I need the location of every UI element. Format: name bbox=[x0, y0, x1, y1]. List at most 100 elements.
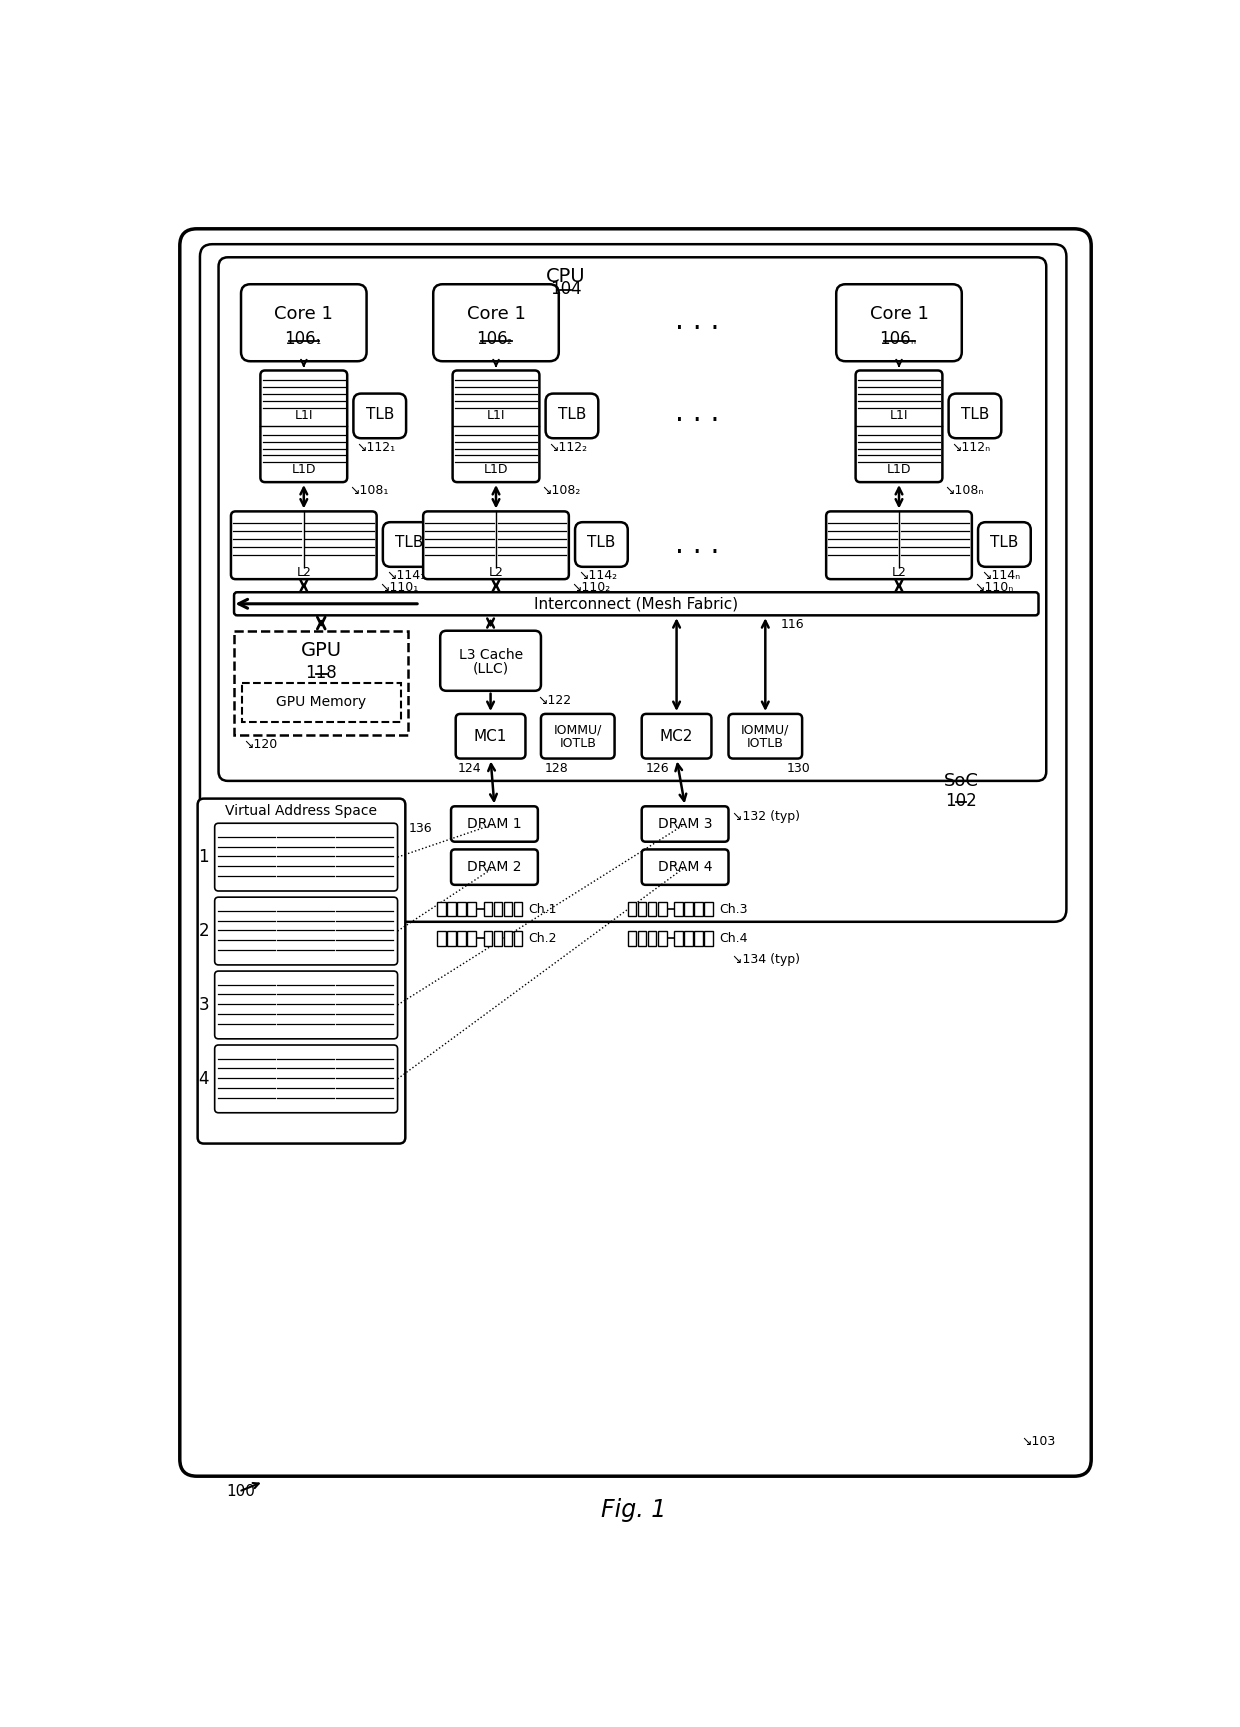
Bar bbox=[242, 684, 401, 722]
Text: ↘114ₙ: ↘114ₙ bbox=[981, 570, 1021, 582]
FancyBboxPatch shape bbox=[546, 394, 598, 439]
Bar bbox=[503, 901, 512, 917]
Text: L1D: L1D bbox=[887, 463, 911, 477]
Text: ₂: ₂ bbox=[507, 335, 512, 347]
FancyBboxPatch shape bbox=[423, 511, 569, 579]
Text: DRAM 4: DRAM 4 bbox=[658, 860, 712, 874]
Text: Ch.2: Ch.2 bbox=[528, 933, 557, 945]
Text: SoC: SoC bbox=[944, 772, 978, 789]
Text: IOTLB: IOTLB bbox=[559, 737, 596, 750]
Text: 128: 128 bbox=[544, 762, 569, 775]
Bar bbox=[637, 901, 646, 917]
FancyBboxPatch shape bbox=[451, 850, 538, 884]
Bar bbox=[637, 931, 646, 946]
Text: ↘112₁: ↘112₁ bbox=[357, 440, 396, 454]
FancyBboxPatch shape bbox=[575, 522, 627, 566]
Text: ↘110₂: ↘110₂ bbox=[572, 582, 610, 594]
Bar bbox=[694, 901, 703, 917]
Text: Ch.4: Ch.4 bbox=[719, 933, 748, 945]
Bar bbox=[694, 931, 703, 946]
FancyBboxPatch shape bbox=[836, 285, 962, 361]
Text: 4: 4 bbox=[198, 1071, 210, 1088]
Bar bbox=[513, 931, 522, 946]
Text: DRAM 2: DRAM 2 bbox=[467, 860, 522, 874]
Bar bbox=[458, 931, 466, 946]
Text: ↘120: ↘120 bbox=[243, 737, 278, 751]
FancyBboxPatch shape bbox=[215, 1045, 398, 1112]
Text: ₁: ₁ bbox=[315, 335, 320, 347]
Text: Core 1: Core 1 bbox=[869, 304, 929, 323]
Bar bbox=[704, 931, 713, 946]
Text: TLB: TLB bbox=[558, 408, 587, 421]
Text: Ch.1: Ch.1 bbox=[528, 903, 557, 915]
Bar bbox=[513, 901, 522, 917]
Text: 106: 106 bbox=[284, 330, 316, 349]
FancyBboxPatch shape bbox=[231, 511, 377, 579]
Bar bbox=[649, 931, 656, 946]
Text: TLB: TLB bbox=[961, 408, 990, 421]
Text: 124: 124 bbox=[458, 762, 481, 775]
Text: L1I: L1I bbox=[487, 409, 505, 421]
Text: TLB: TLB bbox=[366, 408, 394, 421]
Bar bbox=[494, 931, 502, 946]
FancyBboxPatch shape bbox=[642, 850, 729, 884]
Text: L1D: L1D bbox=[291, 463, 316, 477]
Text: . . .: . . . bbox=[676, 399, 719, 427]
FancyBboxPatch shape bbox=[197, 798, 405, 1143]
FancyBboxPatch shape bbox=[729, 713, 802, 758]
Text: TLB: TLB bbox=[396, 535, 423, 551]
Bar bbox=[458, 901, 466, 917]
Text: 1: 1 bbox=[198, 848, 210, 867]
Text: L1I: L1I bbox=[890, 409, 908, 421]
Text: 136: 136 bbox=[408, 822, 432, 834]
Text: ↘112ₙ: ↘112ₙ bbox=[952, 440, 991, 454]
FancyBboxPatch shape bbox=[215, 971, 398, 1040]
Text: ↘108₂: ↘108₂ bbox=[542, 485, 582, 497]
Text: ↘114₂: ↘114₂ bbox=[578, 570, 618, 582]
Text: Interconnect (Mesh Fabric): Interconnect (Mesh Fabric) bbox=[534, 596, 738, 611]
Text: ↘134 (typ): ↘134 (typ) bbox=[732, 953, 800, 965]
Text: DRAM 1: DRAM 1 bbox=[467, 817, 522, 831]
Bar bbox=[467, 901, 476, 917]
Text: ↘108ₙ: ↘108ₙ bbox=[945, 485, 985, 497]
Bar bbox=[649, 901, 656, 917]
Text: (LLC): (LLC) bbox=[472, 661, 508, 675]
Text: MC1: MC1 bbox=[474, 729, 507, 744]
Text: GPU: GPU bbox=[300, 641, 342, 660]
FancyBboxPatch shape bbox=[241, 285, 367, 361]
Text: IOTLB: IOTLB bbox=[746, 737, 784, 750]
Bar bbox=[438, 901, 445, 917]
Text: ↘103: ↘103 bbox=[1022, 1435, 1055, 1449]
FancyBboxPatch shape bbox=[260, 371, 347, 482]
Text: MC2: MC2 bbox=[660, 729, 693, 744]
Bar bbox=[658, 901, 667, 917]
Text: 106: 106 bbox=[476, 330, 508, 349]
Text: 100: 100 bbox=[226, 1483, 255, 1499]
Text: ↘132 (typ): ↘132 (typ) bbox=[732, 810, 800, 824]
FancyBboxPatch shape bbox=[234, 592, 1039, 615]
FancyBboxPatch shape bbox=[826, 511, 972, 579]
FancyBboxPatch shape bbox=[218, 257, 1047, 781]
Text: . . .: . . . bbox=[676, 532, 719, 560]
Text: L2: L2 bbox=[489, 566, 503, 579]
Text: ↘108₁: ↘108₁ bbox=[350, 485, 389, 497]
Text: TLB: TLB bbox=[991, 535, 1018, 551]
Text: 2: 2 bbox=[198, 922, 210, 939]
Text: . . .: . . . bbox=[676, 307, 719, 335]
Text: DRAM 3: DRAM 3 bbox=[658, 817, 712, 831]
FancyBboxPatch shape bbox=[642, 807, 729, 841]
Text: GPU Memory: GPU Memory bbox=[277, 696, 366, 710]
FancyBboxPatch shape bbox=[456, 713, 526, 758]
Text: ↘122: ↘122 bbox=[537, 694, 572, 706]
Text: IOMMU/: IOMMU/ bbox=[553, 724, 601, 737]
FancyBboxPatch shape bbox=[978, 522, 1030, 566]
Text: Ch.3: Ch.3 bbox=[719, 903, 748, 915]
Bar bbox=[503, 931, 512, 946]
FancyBboxPatch shape bbox=[642, 713, 712, 758]
FancyBboxPatch shape bbox=[353, 394, 407, 439]
Text: 116: 116 bbox=[781, 618, 805, 630]
Bar bbox=[704, 901, 713, 917]
Text: Fig. 1: Fig. 1 bbox=[601, 1497, 667, 1521]
Text: 3: 3 bbox=[198, 996, 210, 1014]
Bar bbox=[684, 931, 693, 946]
